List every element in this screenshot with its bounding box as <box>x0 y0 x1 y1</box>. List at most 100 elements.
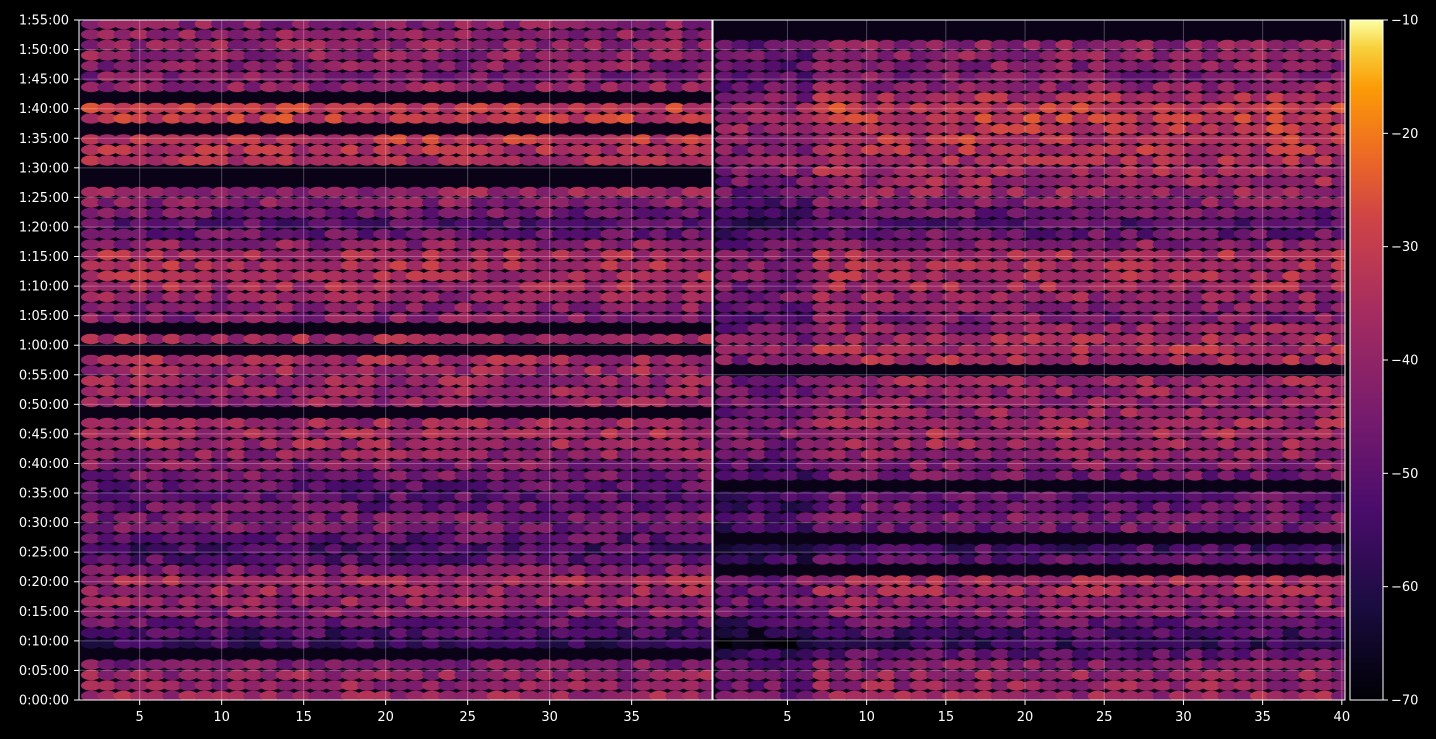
heatmap-cell <box>747 218 768 229</box>
heatmap-cell <box>1152 102 1173 114</box>
heatmap-cell <box>828 512 849 523</box>
heatmap-cell <box>860 690 881 700</box>
heatmap-cell <box>519 302 540 313</box>
heatmap-cell <box>600 197 621 208</box>
heatmap-cell <box>194 281 215 292</box>
heatmap-cell <box>1023 50 1043 61</box>
heatmap-cell <box>731 134 752 145</box>
heatmap-cell <box>1087 375 1108 387</box>
heatmap-cell <box>584 627 605 639</box>
heatmap-cell <box>812 386 833 397</box>
panel-frame <box>712 19 1346 701</box>
heatmap-cell <box>210 354 232 366</box>
heatmap-cell <box>1185 428 1206 439</box>
heatmap-cell <box>649 617 670 628</box>
heatmap-cell <box>958 543 979 555</box>
heatmap-cell <box>958 270 979 282</box>
heatmap-cell <box>373 281 394 292</box>
heatmap-cell <box>649 585 670 597</box>
heatmap-cell <box>1201 449 1222 460</box>
heatmap-cell <box>162 186 183 198</box>
heatmap-cell <box>535 281 556 292</box>
heatmap-cell <box>632 449 654 460</box>
heatmap-cell <box>243 533 264 544</box>
heatmap-cell <box>974 333 995 345</box>
heatmap-cell <box>97 470 118 481</box>
heatmap-cell <box>1087 438 1108 450</box>
heatmap-cell <box>373 239 394 250</box>
heatmap-cell <box>812 627 833 639</box>
heatmap-cell <box>243 102 264 114</box>
heatmap-cell <box>796 554 817 565</box>
heatmap-cell <box>1039 554 1060 565</box>
heatmap-cell <box>454 491 475 502</box>
heatmap-cell <box>649 228 670 240</box>
heatmap-cell <box>600 627 621 639</box>
heatmap-cell <box>454 239 475 250</box>
y-tick-label: 0:25:00 <box>19 546 69 561</box>
heatmap-cell <box>632 690 654 700</box>
heatmap-cell <box>731 312 752 324</box>
heatmap-cell <box>1233 186 1254 198</box>
heatmap-cell <box>1282 354 1303 366</box>
heatmap-cell <box>1120 606 1141 618</box>
heatmap-cell <box>129 81 150 93</box>
heatmap-cell <box>697 60 712 72</box>
heatmap-cell <box>1023 249 1043 261</box>
panel-frame <box>78 19 713 701</box>
heatmap-cell <box>893 165 914 177</box>
heatmap-cell <box>958 428 979 439</box>
heatmap-cell <box>162 39 183 51</box>
heatmap-cell <box>1023 669 1043 681</box>
heatmap-cell <box>129 491 150 502</box>
heatmap-cell <box>1120 312 1141 324</box>
heatmap-cell <box>81 207 102 219</box>
heatmap-cell <box>421 71 443 82</box>
heatmap-cell <box>1006 375 1027 387</box>
heatmap-cell <box>340 354 361 366</box>
heatmap-cell <box>1168 323 1189 334</box>
heatmap-cell <box>731 428 752 439</box>
heatmap-cell <box>243 585 264 597</box>
heatmap-cell <box>356 20 378 30</box>
heatmap-cell <box>1314 228 1335 240</box>
heatmap-cell <box>1330 680 1345 691</box>
heatmap-cell <box>567 522 589 534</box>
heatmap-cell <box>990 522 1011 534</box>
heatmap-cell <box>210 207 232 219</box>
heatmap-cell <box>405 281 426 292</box>
heatmap-cell <box>162 501 183 513</box>
heatmap-cell <box>194 39 215 51</box>
heatmap-cell <box>421 522 443 534</box>
heatmap-cell <box>421 669 443 681</box>
heatmap-cell <box>259 81 280 93</box>
heatmap-cell <box>113 375 134 387</box>
heatmap-cell <box>584 81 605 93</box>
heatmap-cell <box>1217 81 1238 93</box>
heatmap-cell <box>178 302 199 313</box>
heatmap-cell <box>519 207 540 219</box>
heatmap-cell <box>340 20 361 30</box>
heatmap-cell <box>1071 407 1092 418</box>
heatmap-cell <box>600 543 621 555</box>
heatmap-cell <box>162 386 183 397</box>
heatmap-cell <box>129 638 150 649</box>
heatmap-cell <box>502 71 524 82</box>
heatmap-cell <box>373 260 394 271</box>
heatmap-cell <box>1055 333 1076 345</box>
heatmap-cell <box>844 302 865 313</box>
heatmap-cell <box>1330 270 1345 282</box>
heatmap-cell <box>877 323 898 334</box>
heatmap-cell <box>763 39 784 51</box>
heatmap-cell <box>129 617 150 628</box>
heatmap-cell <box>275 102 296 114</box>
heatmap-cell <box>454 312 475 324</box>
heatmap-cell <box>129 50 150 61</box>
heatmap-cell <box>649 102 670 114</box>
heatmap-cell <box>616 186 637 198</box>
heatmap-cell <box>925 638 946 649</box>
heatmap-cell <box>535 554 556 565</box>
heatmap-cell <box>1104 407 1124 418</box>
heatmap-cell <box>893 438 914 450</box>
heatmap-cell <box>1249 648 1270 660</box>
